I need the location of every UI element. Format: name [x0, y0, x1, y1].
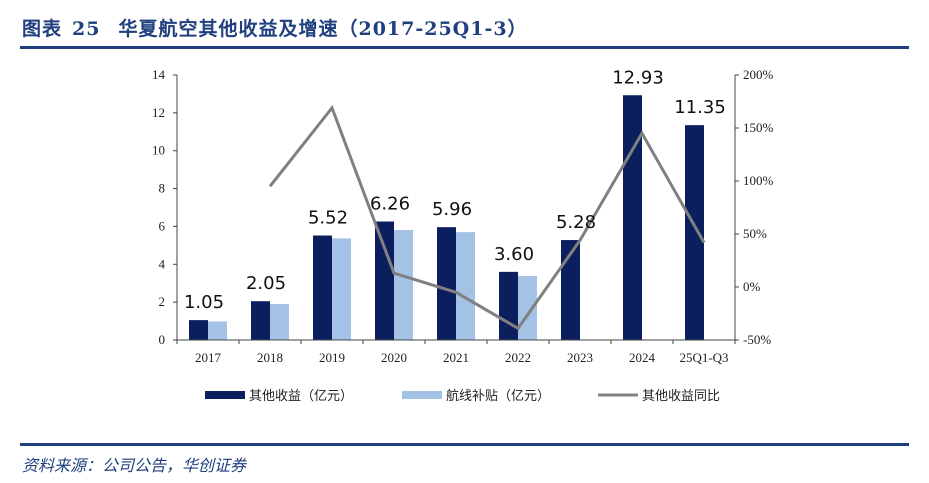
bar-other-income [375, 221, 394, 340]
data-label-other-income: 1.05 [184, 292, 224, 313]
bars-layer [189, 95, 704, 341]
legend-item-route-subsidy-label: 航线补贴（亿元） [446, 388, 550, 404]
bar-route-subsidy [208, 321, 227, 340]
bar-other-income [251, 301, 270, 340]
bar-other-income [499, 271, 518, 340]
footer-divider [20, 443, 909, 446]
right-tick-label: 150% [743, 120, 774, 135]
bar-other-income [313, 235, 332, 340]
left-tick-label: 0 [159, 332, 166, 347]
data-label-other-income: 3.60 [494, 244, 534, 265]
bar-other-income [561, 240, 580, 340]
figure-number: 25 [72, 18, 101, 40]
left-tick-label: 10 [152, 143, 165, 158]
left-tick-label: 4 [159, 256, 166, 271]
line-yoy-growth [268, 104, 706, 331]
right-tick-label: -50% [743, 332, 771, 347]
right-tick-label: 100% [743, 173, 774, 188]
legend-item-route-subsidy-swatch [402, 391, 442, 399]
data-label-other-income: 5.28 [556, 212, 596, 233]
left-tick-label: 2 [159, 294, 166, 309]
legend: 其他收益（亿元） 航线补贴（亿元） 其他收益同比 [205, 388, 720, 404]
left-tick-label: 14 [152, 67, 166, 82]
title-divider [20, 46, 909, 49]
legend-item-other-income-swatch [205, 391, 245, 399]
source-note: 资料来源：公司公告，华创证券 [22, 456, 247, 475]
left-tick-label: 12 [152, 105, 165, 120]
right-tick-label: 200% [743, 67, 774, 82]
x-tick-label: 2023 [567, 350, 593, 365]
data-label-other-income: 12.93 [612, 67, 664, 88]
data-label-other-income: 11.35 [674, 97, 726, 118]
data-label-other-income: 2.05 [246, 273, 286, 294]
bar-other-income [437, 227, 456, 340]
data-label-other-income: 6.26 [370, 194, 410, 215]
figure-label: 图表 [22, 18, 63, 40]
bar-other-income [623, 95, 642, 340]
x-tick-label: 2020 [381, 350, 407, 365]
figure-title: 华夏航空其他收益及增速（2017-25Q1-3） [118, 18, 528, 40]
bar-route-subsidy [394, 230, 413, 340]
bar-route-subsidy [332, 238, 351, 340]
x-tick-label: 2017 [195, 350, 222, 365]
bar-route-subsidy [456, 232, 475, 340]
data-label-other-income: 5.52 [308, 208, 348, 229]
x-tick-label: 2022 [505, 350, 531, 365]
line-layer [268, 104, 706, 331]
axes-layer: 0 2 4 6 8 10 12 14 -50% 0% 50% 100% 150% 200% 2017 2018… [152, 67, 774, 365]
data-labels-layer: 1.05 2.05 5.52 6.26 5.96 3.60 5.28 12.93 11.35 [184, 67, 726, 313]
right-tick-label: 50% [743, 226, 767, 241]
chart-title: 图表 25 华夏航空其他收益及增速（2017-25Q1-3） [22, 14, 528, 41]
x-tick-label: 2018 [257, 350, 283, 365]
legend-item-yoy-growth-label: 其他收益同比 [642, 389, 720, 404]
bar-route-subsidy [270, 304, 289, 340]
data-label-other-income: 5.96 [432, 199, 472, 220]
x-tick-label: 25Q1-Q3 [679, 350, 728, 365]
x-tick-label: 2019 [319, 350, 345, 365]
left-tick-label: 8 [159, 181, 166, 196]
bar-other-income [685, 125, 704, 341]
x-tick-label: 2021 [443, 350, 469, 365]
bar-other-income [189, 320, 208, 340]
right-tick-label: 0% [743, 279, 761, 294]
x-tick-label: 2024 [629, 350, 656, 365]
left-tick-label: 6 [159, 218, 166, 233]
legend-item-other-income-label: 其他收益（亿元） [249, 389, 353, 404]
